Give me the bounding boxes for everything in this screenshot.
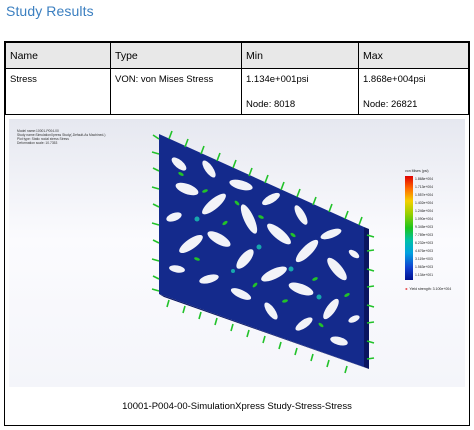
legend-tick: 7.789e+003 — [415, 233, 434, 237]
cell-type: VON: von Mises Stress — [110, 68, 242, 115]
study-results-heading: Study Results — [6, 3, 94, 19]
header-type: Type — [110, 42, 242, 69]
legend-color-bar — [405, 176, 413, 280]
legend-tick: 6.232e+003 — [415, 241, 434, 245]
legend-tick: 1.868e+004 — [415, 177, 434, 181]
cell-max: 1.868e+004psi Node: 26821 — [358, 68, 469, 115]
legend-tick: 1.090e+004 — [415, 217, 434, 221]
cell-name: Stress — [5, 68, 111, 115]
legend-tick: 1.563e+003 — [415, 265, 434, 269]
header-name: Name — [5, 42, 111, 69]
results-table: Name Type Min Max Stress VON: von Mises … — [5, 42, 469, 115]
legend-tick: 3.119e+003 — [415, 257, 433, 261]
model-info-line: Plot type: Static nodal stress Stress — [17, 137, 69, 141]
yield-strength-marker: ► Yield strength: 3.100e+004 — [405, 287, 451, 291]
yield-strength-label: Yield strength: 3.100e+004 — [409, 287, 452, 291]
results-section: Name Type Min Max Stress VON: von Mises … — [4, 41, 470, 426]
model-info-line: Deformation scale: 10.7353 — [17, 141, 58, 145]
panel-side — [364, 227, 369, 369]
yield-arrow-icon: ► — [405, 287, 409, 291]
max-node: Node: 26821 — [363, 99, 418, 110]
legend-tick: 1.246e+004 — [415, 209, 434, 213]
cell-min: 1.134e+001psi Node: 8018 — [241, 68, 359, 115]
model-info-line: Study name:SimulationXpress Study(-Defau… — [17, 133, 106, 137]
stress-hotspots — [194, 216, 322, 300]
legend-tick: 1.402e+004 — [415, 201, 434, 205]
panel-bottom-edge — [159, 294, 369, 369]
header-max: Max — [358, 42, 469, 69]
table-header-row: Name Type Min Max — [5, 42, 469, 69]
model-info: Model name:10001-P004-00 Study name:Simu… — [17, 129, 106, 145]
legend-tick: 4.676e+003 — [415, 249, 434, 253]
legend-tick: 1.713e+004 — [415, 185, 434, 189]
legend-tick: 1.557e+004 — [415, 193, 434, 197]
fixture-markers — [151, 130, 375, 374]
max-value: 1.868e+004psi — [363, 74, 426, 85]
stress-plot-image: Model name:10001-P004-00 Study name:Simu… — [9, 119, 465, 387]
legend-tick: 9.345e+003 — [415, 225, 434, 229]
header-min: Min — [241, 42, 359, 69]
table-row: Stress VON: von Mises Stress 1.134e+001p… — [5, 68, 469, 115]
figure-caption: 10001-P004-00-SimulationXpress Study-Str… — [122, 401, 352, 412]
legend-tick: 1.134e+001 — [415, 273, 434, 277]
model-info-line: Model name:10001-P004-00 — [17, 129, 59, 133]
legend-ticks: 1.868e+004 1.713e+004 1.557e+004 1.402e+… — [415, 175, 433, 279]
min-node: Node: 8018 — [246, 99, 296, 110]
perforation-pattern — [166, 157, 360, 346]
stress-model-svg — [151, 130, 375, 374]
panel-face — [159, 134, 364, 367]
stress-plot-figure: Model name:10001-P004-00 Study name:Simu… — [5, 114, 469, 425]
fixture-leaves — [178, 172, 350, 328]
legend-title: von Mises (psi) — [405, 169, 429, 173]
min-value: 1.134e+001psi — [246, 74, 309, 85]
